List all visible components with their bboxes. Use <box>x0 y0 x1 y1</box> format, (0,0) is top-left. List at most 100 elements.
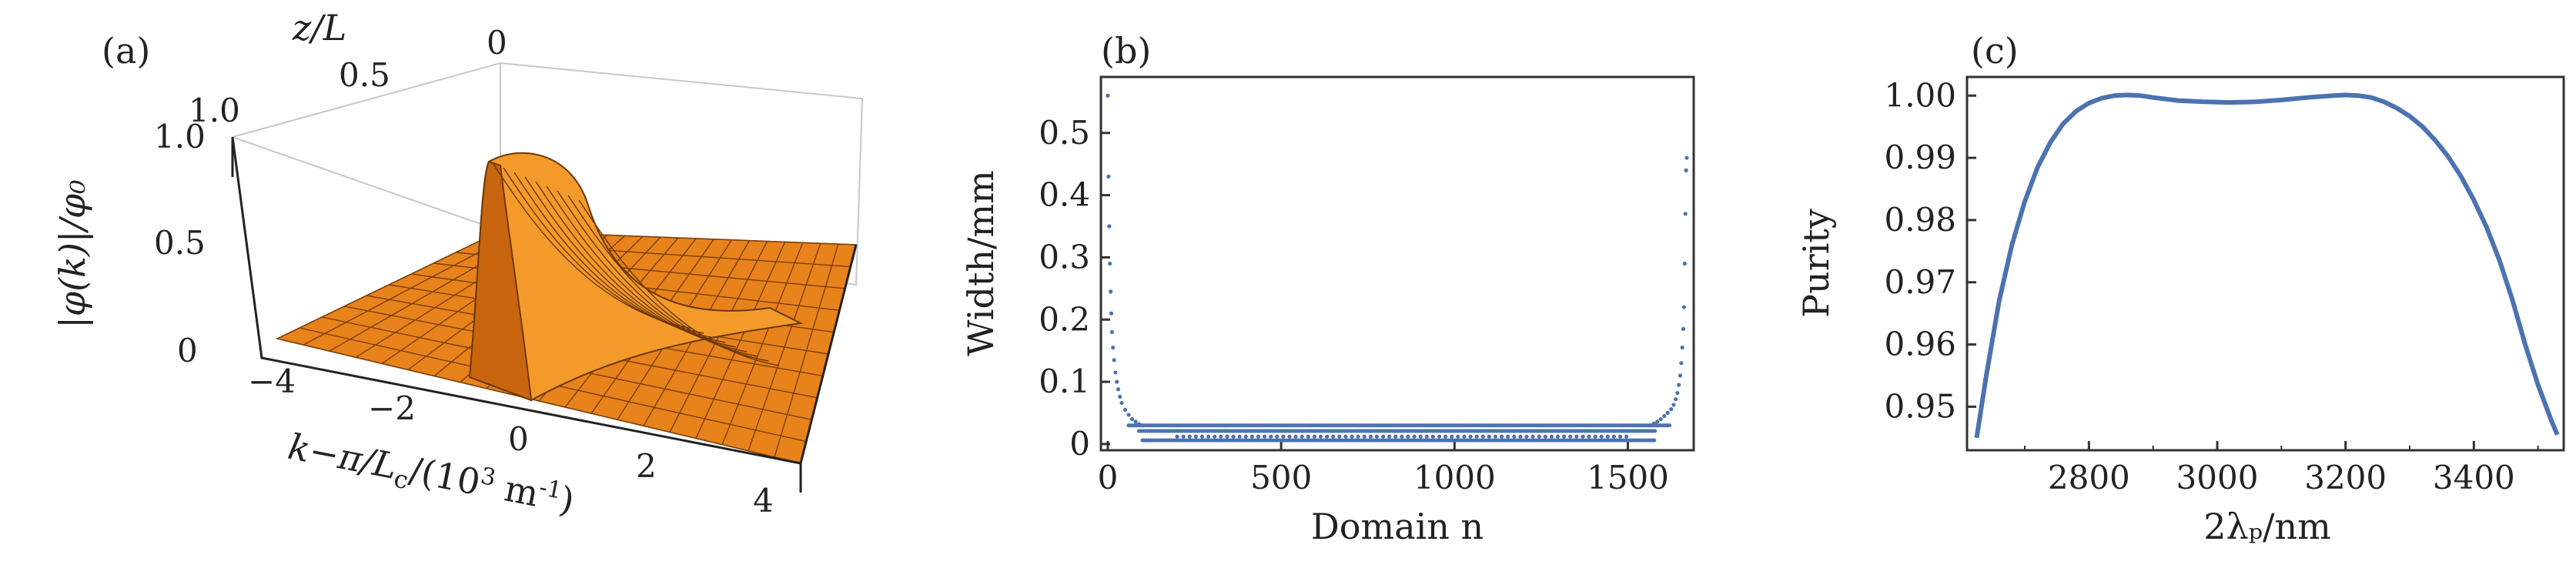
data-point-592 <box>1437 434 1442 439</box>
x-tick-3: 2 <box>636 447 657 485</box>
data-point-581 <box>1368 434 1373 439</box>
data-point-36 <box>1682 261 1687 266</box>
data-point-28 <box>1673 397 1678 402</box>
data-point-561 <box>1243 434 1248 439</box>
surface-peak-front <box>468 160 533 402</box>
data-point-565 <box>1269 434 1273 439</box>
data-point-560 <box>1237 434 1242 439</box>
data-point-7 <box>1111 346 1116 350</box>
data-point-556 <box>1213 434 1217 439</box>
data-point-576 <box>1337 434 1342 439</box>
data-point-617 <box>1593 434 1597 439</box>
x-label-sup2: -1 <box>537 474 564 505</box>
data-point-568 <box>1287 434 1292 439</box>
axes-c: 2800 3000 3200 3400 0.95 0.96 0.97 0.98 0.99 1.00 <box>1884 76 2539 496</box>
data-point-5 <box>1109 311 1114 316</box>
data-point-597 <box>1468 434 1473 439</box>
data-point-566 <box>1275 434 1280 439</box>
data-point-12 <box>1118 394 1122 399</box>
data-point-11 <box>1116 387 1121 392</box>
data-point-557 <box>1219 434 1223 439</box>
data-point-578 <box>1350 434 1354 439</box>
plot-frame-c <box>1965 75 2565 452</box>
panel-label-a: (a) <box>102 30 150 72</box>
data-point-33 <box>1680 346 1684 350</box>
y-tick-label-b-5: 0.5 <box>1039 114 1090 152</box>
data-point-577 <box>1343 434 1348 439</box>
y-tick-2: 1.0 <box>189 92 240 129</box>
data-point-610 <box>1549 434 1554 439</box>
data-point-585 <box>1393 434 1398 439</box>
data-point-570 <box>1300 434 1304 439</box>
data-point-588 <box>1412 434 1417 439</box>
data-point-589 <box>1418 434 1423 439</box>
data-point-551 <box>1181 434 1186 439</box>
y-tick-label-b-2: 0.2 <box>1039 300 1090 338</box>
data-point-621 <box>1618 434 1623 439</box>
y-tick-0: 0 <box>487 24 507 62</box>
data-point-567 <box>1281 434 1286 439</box>
data-point-10 <box>1115 379 1119 384</box>
data-point-573 <box>1318 434 1323 439</box>
data-point-601 <box>1493 434 1498 439</box>
data-point-15 <box>1126 413 1131 417</box>
data-point-555 <box>1206 434 1211 439</box>
y-axis-label-b: Width/mm <box>960 170 1002 356</box>
data-point-596 <box>1462 434 1467 439</box>
svg-text:Width/mm: Width/mm <box>960 170 1002 356</box>
y-tick-label-c-2: 0.97 <box>1884 263 1956 301</box>
data-point-16 <box>1129 416 1135 422</box>
data-point-584 <box>1387 434 1392 439</box>
data-point-572 <box>1312 434 1316 439</box>
x-tick-label-c-3: 3400 <box>2433 459 2515 496</box>
data-point-614 <box>1574 434 1579 439</box>
panel-label-c: (c) <box>1971 30 2019 72</box>
x-label-main: k−π/L <box>285 426 400 487</box>
data-point-613 <box>1568 434 1573 439</box>
data-point-586 <box>1400 434 1404 439</box>
y-tick-label-c-5: 1.00 <box>1884 76 1956 114</box>
data-point-26 <box>1669 407 1674 412</box>
data-point-620 <box>1611 434 1617 439</box>
x-tick-4: 4 <box>753 482 774 520</box>
y-tick-label-c-3: 0.98 <box>1884 201 1956 239</box>
y-tick-label-c-0: 0.95 <box>1884 387 1956 425</box>
data-point-39 <box>1684 155 1689 160</box>
data-point-608 <box>1537 434 1541 439</box>
data-point-2 <box>1107 224 1112 229</box>
data-point-599 <box>1480 434 1485 439</box>
data-point-602 <box>1499 434 1504 439</box>
x-tick-label-b-3: 1500 <box>1587 459 1669 496</box>
y-tick-label-b-0: 0 <box>1069 425 1090 463</box>
box-front-edges <box>231 136 858 465</box>
box-back-edges <box>232 62 864 286</box>
data-point-606 <box>1524 434 1529 439</box>
data-point-615 <box>1581 434 1585 439</box>
data-point-549 <box>1652 429 1658 433</box>
svg-text:Purity: Purity <box>1795 209 1837 318</box>
data-point-583 <box>1380 434 1386 439</box>
data-point-30 <box>1677 383 1681 387</box>
data-point-593 <box>1443 434 1448 439</box>
data-point-17 <box>1133 419 1138 424</box>
x-tick-label-b-1: 500 <box>1250 459 1312 496</box>
data-point-3 <box>1108 261 1112 266</box>
data-point-552 <box>1187 434 1192 439</box>
data-point-558 <box>1225 434 1229 439</box>
data-point-612 <box>1561 434 1567 439</box>
data-point-603 <box>1506 434 1510 439</box>
plot-frame-b <box>1099 75 1695 452</box>
data-point-23 <box>1658 416 1663 422</box>
y-tick-label-b-1: 0.1 <box>1039 363 1090 400</box>
data-point-607 <box>1531 434 1535 439</box>
x-tick-1: −2 <box>368 389 416 427</box>
data-point-622 <box>1624 434 1629 439</box>
data-point-31 <box>1678 373 1683 378</box>
data-point-616 <box>1587 434 1591 439</box>
x-label-tail2: m <box>490 466 542 515</box>
data-point-1 <box>1106 174 1111 179</box>
x-axis-label-c: 2λₚ/nm <box>2203 506 2331 547</box>
data-point-27 <box>1671 403 1676 407</box>
data-point-609 <box>1543 434 1547 439</box>
y-tick-label-b-3: 0.3 <box>1039 238 1090 276</box>
